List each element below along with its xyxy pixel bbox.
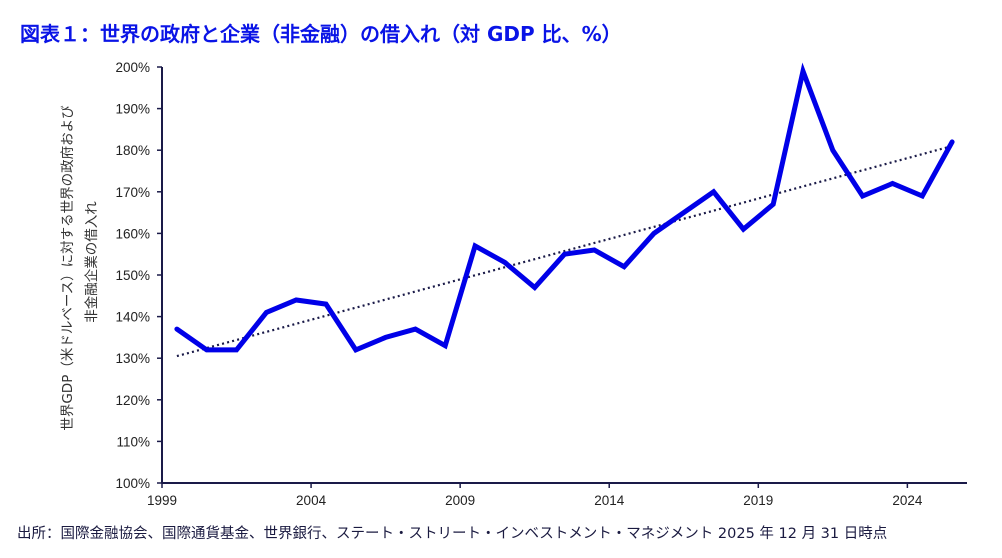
y-tick-label: 160%: [115, 226, 150, 241]
y-tick-label: 170%: [115, 185, 150, 200]
data-point-2008: [443, 343, 448, 348]
source-note: 出所：国際金融協会、国際通貨基金、世界銀行、ステート・ストリート・インベストメン…: [17, 526, 888, 542]
data-point-2004: [323, 302, 328, 307]
y-tick-label: 180%: [115, 143, 150, 158]
data-point-2016: [681, 210, 686, 215]
series-group: [174, 62, 955, 358]
y-axis-ticks: 100% 110% 120% 130% 140% 150% 160% 170% 180% 190%…: [115, 60, 162, 491]
x-tick-label: 2004: [296, 493, 327, 508]
y-tick-label: 140%: [115, 310, 150, 325]
data-point-2023: [890, 181, 895, 186]
data-point-2011: [532, 285, 537, 290]
x-axis-ticks: 1999 2004 2009 2014 2019 2024: [147, 483, 923, 508]
y-tick-label: 100%: [115, 476, 150, 491]
data-point-2000: [204, 347, 209, 352]
data-point-2007: [413, 327, 418, 332]
data-point-2012: [562, 252, 567, 257]
data-point-2015: [651, 231, 656, 236]
data-point-2006: [383, 335, 388, 340]
borrowing-series-line: [174, 62, 955, 354]
data-point-2002: [264, 310, 269, 315]
data-point-2025: [950, 139, 955, 144]
data-point-2009: [473, 243, 478, 248]
y-tick-label: 150%: [115, 268, 150, 283]
y-tick-label: 130%: [115, 351, 150, 366]
y-tick-label: 120%: [115, 393, 150, 408]
data-point-2020: [801, 69, 806, 74]
y-tick-label: 190%: [115, 102, 150, 117]
x-tick-label: 2024: [892, 493, 923, 508]
data-point-2021: [830, 148, 835, 153]
data-point-1999: [174, 327, 179, 332]
data-point-2018: [741, 227, 746, 232]
data-point-2014: [622, 264, 627, 269]
data-point-2017: [711, 189, 716, 194]
trend-line: [176, 144, 953, 358]
y-tick-label: 200%: [115, 60, 150, 75]
data-point-2005: [353, 347, 358, 352]
data-point-2001: [234, 347, 239, 352]
x-tick-label: 1999: [147, 493, 177, 508]
chart-title: 図表１：世界の政府と企業（非金融）の借入れ（対 GDP 比、%）: [20, 22, 622, 46]
x-tick-label: 2009: [445, 493, 475, 508]
data-point-2010: [502, 260, 507, 265]
data-point-2003: [294, 297, 299, 302]
x-tick-label: 2019: [743, 493, 773, 508]
data-point-2024: [920, 193, 925, 198]
x-tick-label: 2014: [594, 493, 625, 508]
data-point-2019: [771, 202, 776, 207]
y-tick-label: 110%: [116, 434, 150, 449]
data-point-2013: [592, 248, 597, 253]
data-point-2022: [860, 193, 865, 198]
